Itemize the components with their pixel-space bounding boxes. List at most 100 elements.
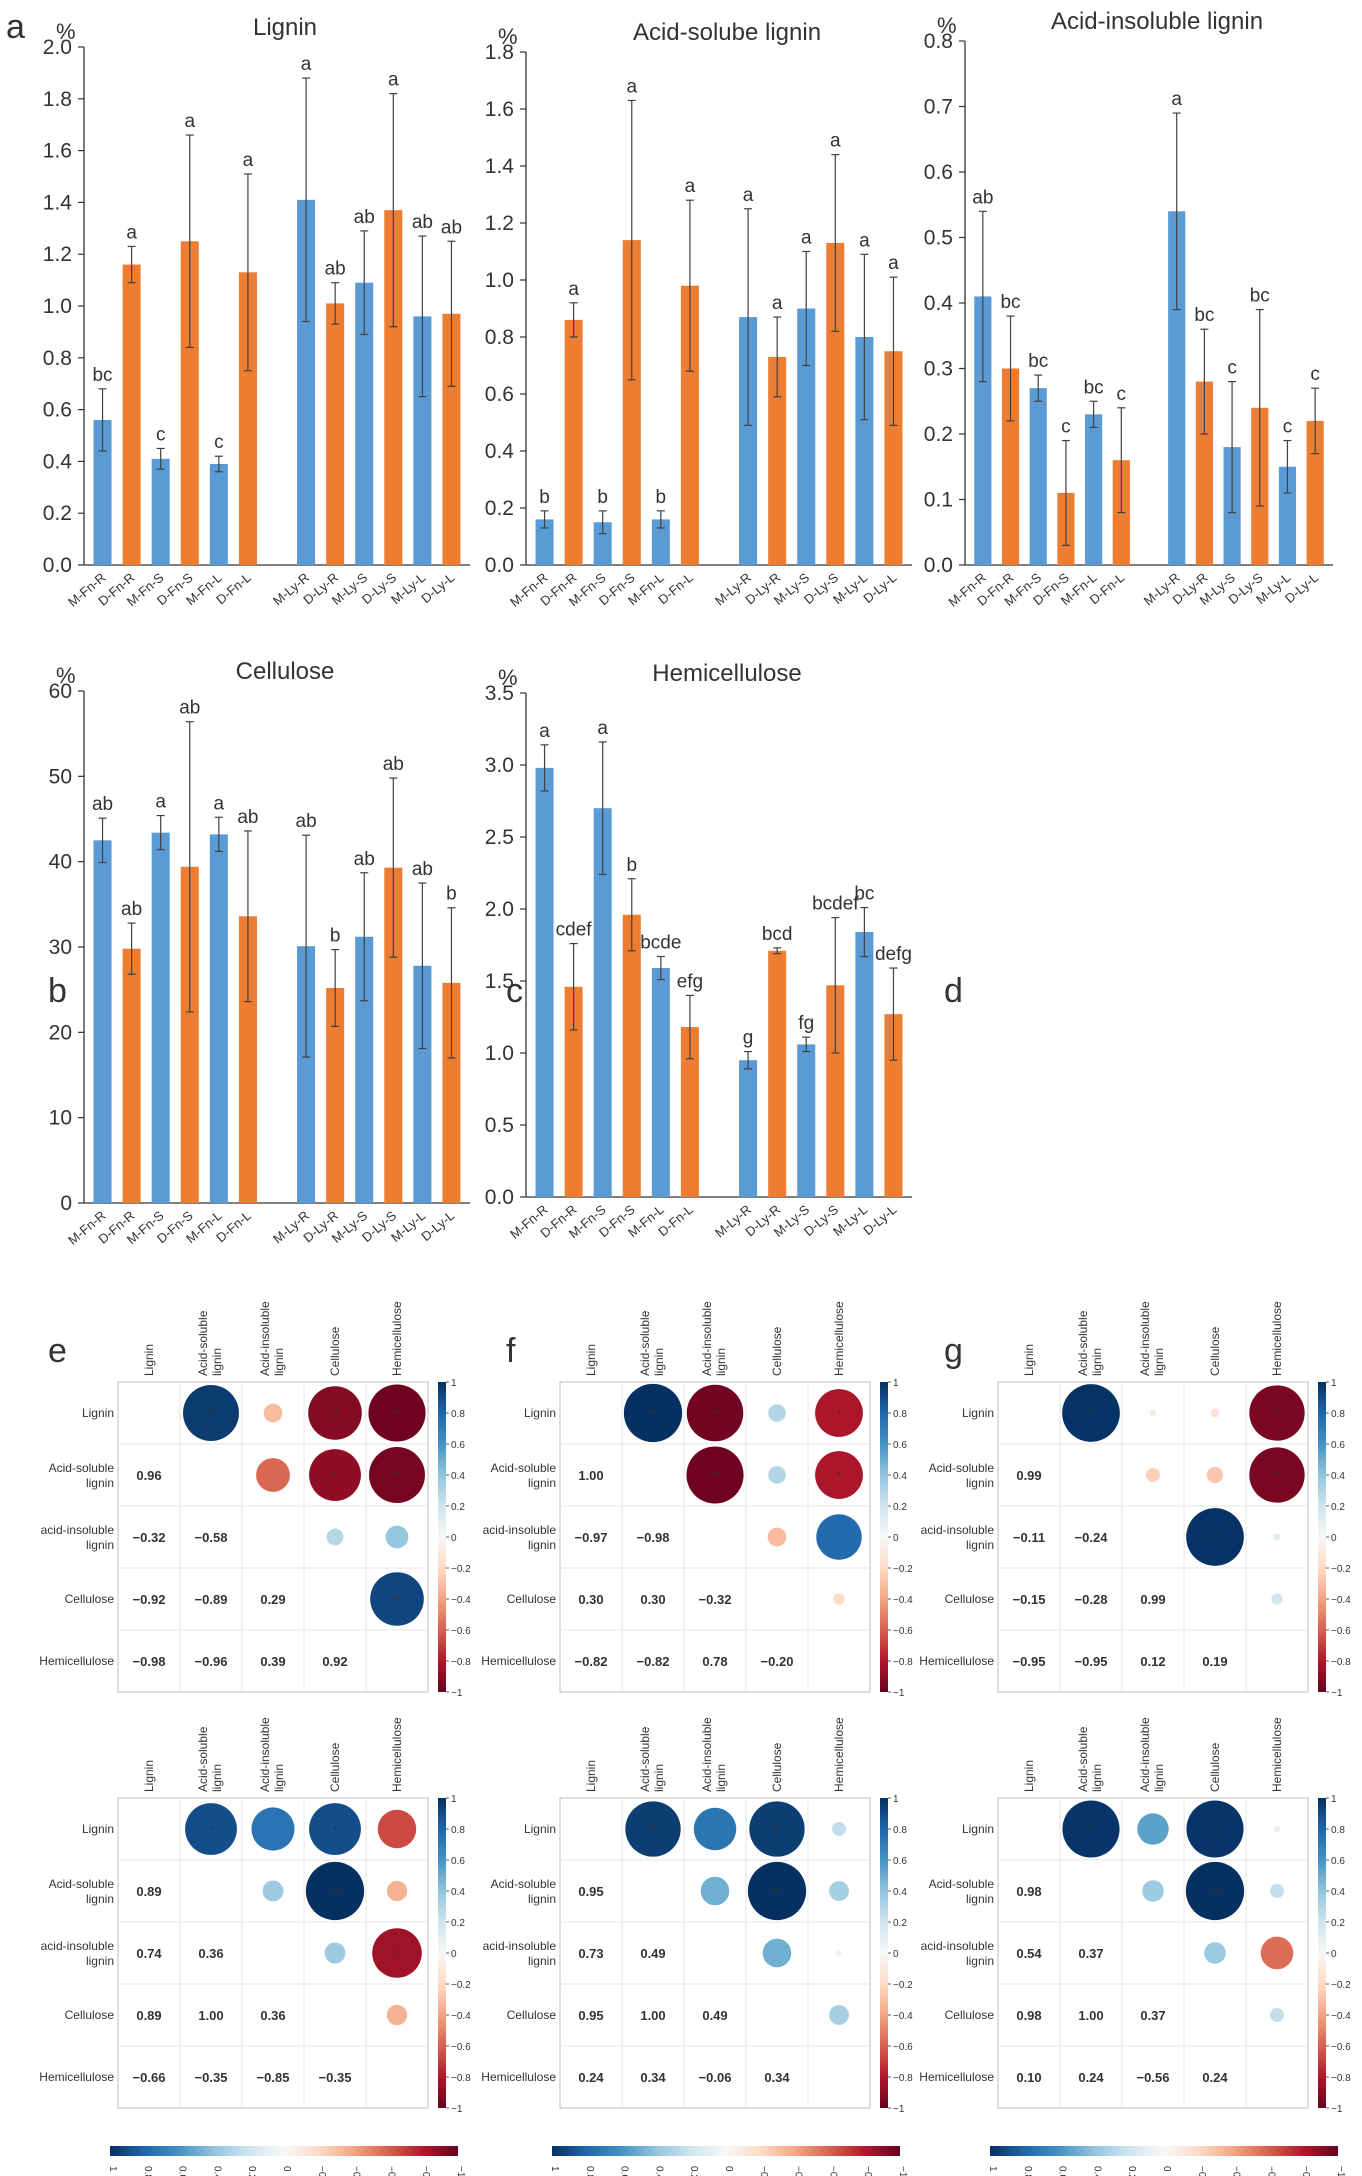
colorbar-tick-label: −1: [893, 1688, 905, 1699]
column-label: Lignin: [142, 1344, 156, 1376]
correlation-value: 0.95: [578, 1884, 603, 1899]
y-unit-label: %: [498, 24, 518, 49]
bar-D-Fn-S: [622, 240, 641, 565]
significance-letter: a: [243, 150, 254, 171]
column-label-line: Cellulose: [328, 1326, 342, 1376]
row-label-line: lignin: [86, 1892, 114, 1906]
bottom-colorbar-tick-label: 0: [723, 2166, 734, 2172]
correlation-circle: [829, 2005, 849, 2025]
y-tick-label: 2.0: [485, 898, 514, 921]
significance-star: **: [331, 1887, 339, 1898]
row-label-line: Acid-soluble: [491, 1877, 557, 1891]
colorbar-tick-label: 0: [1331, 1533, 1337, 1544]
panel-letter-a: a: [6, 8, 25, 46]
chart-title: Acid-solube lignin: [633, 19, 821, 46]
column-label: Lignin: [584, 1344, 598, 1376]
correlation-circle: [385, 1525, 409, 1549]
column-label: Lignin: [1022, 1344, 1036, 1376]
y-unit-label: %: [498, 665, 518, 690]
bottom-colorbar-tick-label: 0.8: [142, 2166, 153, 2176]
bar-M-Fn-R: [974, 296, 992, 565]
bottom-colorbar-tick-label: 0.4: [1091, 2166, 1102, 2176]
correlation-circle: [767, 1527, 787, 1547]
bar-D-Fn-L: [238, 916, 257, 1203]
correlation-value: 0.49: [640, 1946, 665, 1961]
bottom-colorbar-tick-label: 0: [281, 2166, 292, 2172]
chart-title: Lignin: [253, 14, 317, 41]
colorbar-tick-label: −1: [1331, 1688, 1343, 1699]
correlation-circle: [185, 1803, 237, 1855]
correlation-value: 0.30: [640, 1592, 665, 1607]
correlation-circle: [768, 1466, 786, 1484]
bar-M-Fn-S: [593, 808, 612, 1197]
y-tick-label: 0: [60, 1192, 72, 1215]
bottom-colorbar-tick-label: −0.2: [758, 2166, 769, 2176]
bottom-colorbar-tick-label: 0.2: [246, 2166, 257, 2176]
correlation-circle: [368, 1384, 426, 1442]
colorbar: [438, 1382, 446, 1692]
significance-letter: c: [1310, 364, 1320, 385]
y-tick-label: 60: [49, 680, 72, 703]
significance-star: **: [207, 1409, 215, 1420]
column-label-line: lignin: [714, 1348, 728, 1376]
column-label-line: Hemicellulose: [1270, 1301, 1284, 1376]
row-label: acid-insoluble lignin: [483, 1939, 557, 1968]
colorbar-tick-label: −0.2: [1331, 1564, 1351, 1575]
significance-letter: bcde: [640, 933, 681, 954]
significance-letter: b: [446, 884, 457, 905]
colorbar-tick-label: 0.4: [451, 1471, 465, 1482]
row-label: Cellulose: [65, 2008, 115, 2022]
y-tick-label: 0.1: [924, 489, 953, 512]
column-label-line: lignin: [652, 1764, 666, 1792]
significance-letter: ab: [325, 259, 346, 280]
row-label: Lignin: [524, 1822, 556, 1836]
column-label-line: lignin: [272, 1348, 286, 1376]
correlation-circle: [625, 1801, 681, 1857]
bar-D-Ly-S: [826, 242, 845, 565]
correlation-value: 0.89: [136, 2008, 161, 2023]
bottom-colorbar-tick-label: 0.6: [1057, 2166, 1068, 2176]
bottom-colorbar-tick-label: 1: [987, 2166, 998, 2172]
bar-M-Fn-L: [651, 519, 670, 565]
correlation-value: 0.39: [260, 1654, 285, 1669]
bar-D-Fn-S: [180, 866, 199, 1203]
row-label: acid-insoluble lignin: [483, 1523, 557, 1552]
row-label: Acid-soluble lignin: [49, 1461, 115, 1490]
correlation-circle: [309, 1803, 361, 1855]
column-label-line: Acid-soluble: [196, 1310, 210, 1376]
colorbar-tick-label: −0.4: [893, 2011, 913, 2022]
significance-star: *: [395, 1949, 399, 1960]
colorbar-tick-label: 0.6: [451, 1440, 465, 1451]
colorbar: [1318, 1798, 1326, 2108]
colorbar-tick-label: −0.6: [1331, 1626, 1351, 1637]
correlation-circle: [308, 1386, 362, 1440]
y-tick-label: 0.4: [924, 292, 954, 315]
colorbar-tick-label: −0.6: [893, 2042, 913, 2053]
significance-star: **: [1087, 1825, 1095, 1836]
significance-letter: defg: [875, 944, 912, 965]
significance-letter: bcdef: [812, 894, 859, 915]
correlation-value: 0.30: [578, 1592, 603, 1607]
y-tick-label: 0.0: [924, 554, 953, 577]
significance-letter: a: [859, 230, 870, 251]
colorbar: [1318, 1382, 1326, 1692]
bottom-colorbar: [110, 2146, 458, 2156]
significance-letter: ab: [383, 754, 404, 775]
row-label: Hemicellulose: [39, 1654, 114, 1668]
correlation-value: −0.32: [699, 1592, 732, 1607]
bottom-colorbar-tick-label: −0.4: [1231, 2166, 1242, 2176]
correlation-value: 0.74: [136, 1946, 162, 1961]
y-tick-label: 40: [49, 851, 72, 874]
column-label-line: lignin: [272, 1764, 286, 1792]
significance-letter: a: [626, 76, 637, 97]
colorbar-tick-label: −0.8: [451, 2073, 471, 2084]
bottom-colorbar-tick-label: −0.8: [862, 2166, 873, 2176]
bar-D-Fn-L: [238, 272, 257, 565]
correlation-value: −0.20: [761, 1654, 794, 1669]
correlation-value: 0.37: [1140, 2008, 1165, 2023]
column-label: Cellulose: [328, 1326, 342, 1376]
row-label-line: lignin: [966, 1476, 994, 1490]
colorbar-tick-label: −0.8: [1331, 2073, 1351, 2084]
